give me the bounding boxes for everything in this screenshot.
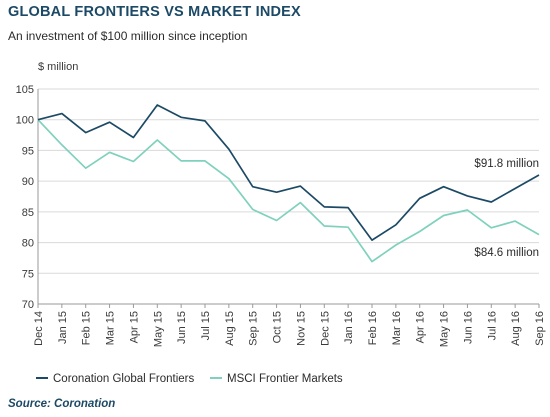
series-line-2	[37, 119, 540, 263]
x-tick-label: Sep 15	[248, 311, 260, 346]
x-tick-label: Apr 16	[415, 311, 427, 343]
x-tick-label: Dec 15	[319, 311, 331, 346]
x-tick-label: Nov 15	[295, 311, 307, 346]
x-tick-label: Feb 16	[367, 311, 379, 345]
y-tick-label: 90	[22, 176, 34, 188]
x-tick-label: Jan 15	[57, 311, 69, 344]
x-tick-label: May 15	[152, 311, 164, 347]
x-tick-label: Oct 15	[272, 311, 284, 343]
legend-label: MSCI Frontier Markets	[227, 373, 343, 385]
x-tick-label: Jan 16	[343, 311, 355, 344]
y-tick-label: 100	[16, 115, 34, 127]
x-tick-label: Apr 15	[128, 311, 140, 343]
x-tick-label: Jun 16	[462, 311, 474, 344]
y-tick-label: 80	[22, 238, 34, 250]
y-tick-label: 75	[22, 268, 34, 280]
x-tick-label: Aug 15	[224, 311, 236, 346]
y-tick-label: 85	[22, 207, 34, 219]
x-tick-label: Feb 15	[81, 311, 93, 345]
y-tick-label: 70	[22, 299, 34, 311]
x-tick-label: May 16	[439, 311, 451, 347]
series-line-1	[37, 104, 540, 241]
end-value-label: $91.8 million	[474, 158, 539, 170]
y-tick-label: 95	[22, 145, 34, 157]
y-tick-label: 105	[16, 84, 34, 96]
x-tick-label: Aug 16	[510, 311, 522, 346]
x-tick-label: Mar 15	[105, 311, 117, 345]
legend-label: Coronation Global Frontiers	[53, 373, 195, 385]
chart-title: GLOBAL FRONTIERS VS MARKET INDEX	[8, 4, 301, 20]
x-tick-label: Mar 16	[391, 311, 403, 345]
x-tick-label: Dec 14	[33, 311, 45, 346]
source-note: Source: Coronation	[8, 398, 116, 410]
chart-subtitle: An investment of $100 million since ince…	[8, 29, 248, 43]
x-tick-label: Sep 16	[534, 311, 546, 346]
end-value-label: $84.6 million	[474, 247, 539, 259]
y-axis-label: $ million	[38, 61, 78, 73]
x-tick-label: Jun 15	[176, 311, 188, 344]
x-tick-label: Jul 16	[486, 311, 498, 340]
x-tick-label: Jul 15	[200, 311, 212, 340]
